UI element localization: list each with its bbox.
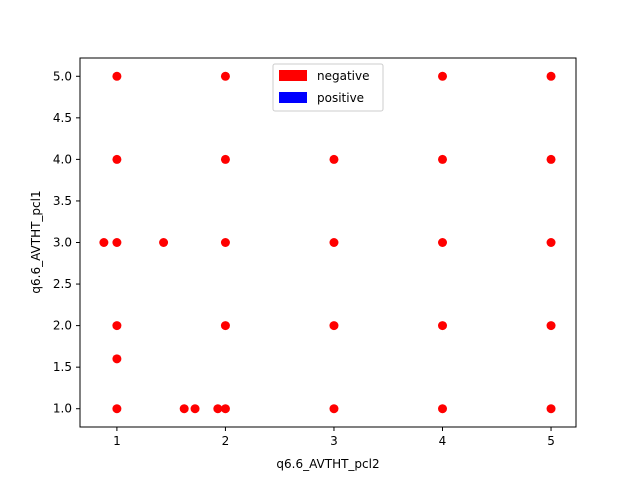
y-tick-label: 4.5	[53, 111, 72, 125]
y-tick-label: 4.0	[53, 152, 72, 166]
data-point-negative	[438, 154, 448, 164]
data-point-negative	[329, 238, 339, 247]
data-point-negative	[179, 404, 189, 414]
legend: negative positive	[272, 63, 384, 112]
x-tick-label: 2	[222, 434, 230, 448]
data-point-negative	[112, 154, 122, 164]
legend-swatch-negative	[279, 70, 307, 81]
legend-swatch-positive	[279, 92, 307, 103]
y-tick-label: 3.5	[53, 194, 72, 208]
data-point-negative	[546, 321, 556, 331]
data-point-negative	[438, 404, 448, 414]
data-point-negative	[190, 404, 200, 414]
data-point-negative	[438, 321, 448, 331]
data-point-negative	[112, 404, 122, 414]
legend-label-positive: positive	[317, 91, 364, 105]
data-point-negative	[546, 238, 556, 247]
y-tick-label: 1.0	[53, 402, 72, 416]
data-point-negative	[546, 404, 556, 414]
legend-label-negative: negative	[317, 69, 369, 83]
x-axis-label: q6.6_AVTHT_pcl2	[276, 457, 379, 471]
data-point-negative	[546, 154, 556, 164]
data-point-negative	[112, 71, 122, 81]
y-tick-label: 3.0	[53, 236, 72, 250]
x-ticks: 1 2 3 4 5	[113, 427, 555, 448]
data-point-negative	[220, 71, 230, 81]
data-point-negative	[329, 404, 339, 414]
y-axis-label: q6.6_AVTHT_pcl1	[29, 190, 43, 293]
data-point-negative	[546, 71, 556, 81]
x-tick-label: 5	[547, 434, 555, 448]
data-point-negative	[213, 404, 223, 414]
data-point-negative	[329, 321, 339, 331]
y-tick-label: 2.0	[53, 319, 72, 333]
data-point-negative	[112, 238, 122, 247]
y-ticks: 1.0 1.5 2.0 2.5 3.0 3.5 4.0 4.5 5.0	[53, 69, 80, 416]
data-point-negative	[159, 238, 169, 247]
data-point-negative	[220, 404, 230, 414]
y-tick-label: 1.5	[53, 360, 72, 374]
plot-area	[80, 58, 576, 427]
x-tick-label: 4	[439, 434, 447, 448]
data-point-negative	[112, 354, 122, 364]
data-point-negative	[329, 154, 339, 164]
y-tick-label: 2.5	[53, 277, 72, 291]
data-point-negative	[438, 71, 448, 81]
x-tick-label: 1	[113, 434, 121, 448]
data-point-negative	[220, 154, 230, 164]
plot-frame	[79, 57, 577, 428]
data-point-negative	[220, 321, 230, 331]
y-tick-label: 5.0	[53, 69, 72, 83]
data-point-negative	[220, 238, 230, 247]
data-point-negative	[112, 321, 122, 331]
data-point-negative	[99, 238, 109, 247]
x-tick-label: 3	[330, 434, 338, 448]
points-layer	[99, 71, 556, 414]
data-point-negative	[438, 238, 448, 247]
